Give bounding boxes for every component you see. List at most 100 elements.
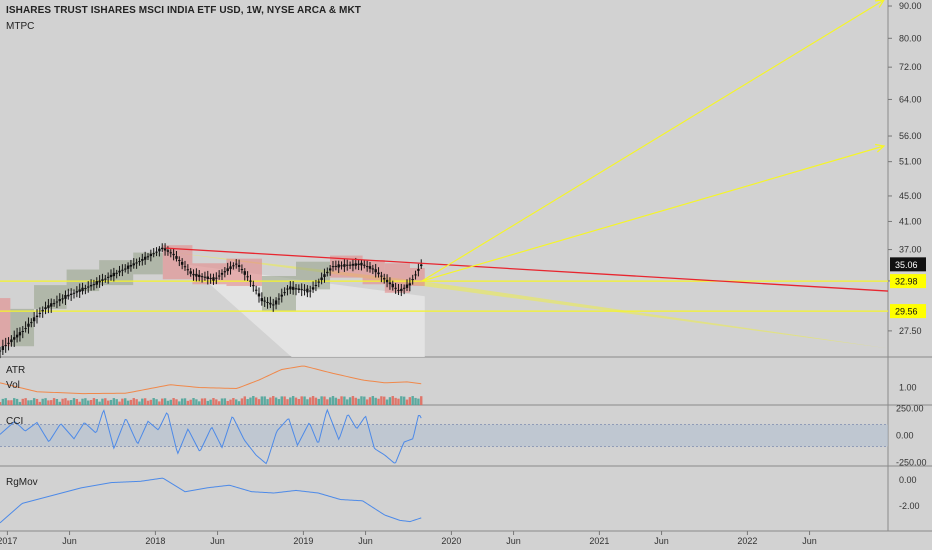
volume-bar bbox=[141, 398, 144, 405]
volume-bar bbox=[360, 396, 363, 405]
volume-bar bbox=[283, 396, 286, 405]
volume-bar bbox=[32, 398, 36, 405]
volume-bar bbox=[235, 399, 238, 405]
candle-body bbox=[297, 288, 301, 290]
candle-body bbox=[289, 286, 292, 290]
candle-body bbox=[24, 328, 27, 330]
candle-body bbox=[4, 345, 7, 347]
candle-body bbox=[240, 269, 244, 271]
projection-fan-area bbox=[173, 252, 888, 349]
candle-body bbox=[18, 332, 22, 336]
candle-body bbox=[309, 290, 312, 292]
range-box-5 bbox=[133, 252, 163, 275]
volume-bar bbox=[252, 396, 255, 405]
candle-body bbox=[354, 263, 357, 266]
rgmov-label: RgMov bbox=[6, 477, 38, 488]
candle-body bbox=[7, 342, 10, 344]
candle-body bbox=[314, 284, 318, 286]
candle-body bbox=[141, 259, 144, 261]
candle-body bbox=[175, 256, 178, 259]
atr-line bbox=[0, 365, 422, 395]
volume-bar bbox=[44, 398, 47, 405]
volume-bar bbox=[368, 397, 372, 405]
y-tick-label: 51.00 bbox=[899, 157, 922, 167]
candle-body bbox=[414, 274, 417, 276]
volume-bar bbox=[280, 396, 283, 405]
volume-bar bbox=[206, 400, 209, 405]
candle-body bbox=[195, 273, 198, 277]
candle-body bbox=[104, 278, 107, 280]
y-tick-label: 56.00 bbox=[899, 131, 922, 141]
volume-bar bbox=[118, 401, 121, 405]
x-tick-label: 2022 bbox=[737, 536, 757, 546]
volume-bar bbox=[217, 401, 221, 405]
candle-body bbox=[50, 303, 53, 307]
volume-bar bbox=[30, 400, 33, 405]
volume-bar bbox=[55, 398, 59, 405]
candle-body bbox=[124, 268, 127, 270]
x-tick-label: Jun bbox=[62, 536, 77, 546]
candle-body bbox=[337, 264, 340, 268]
volume-bar bbox=[178, 401, 181, 405]
candle-body bbox=[252, 285, 255, 287]
candle-body bbox=[394, 287, 397, 289]
projection-arrow-0 bbox=[421, 0, 885, 282]
candle-body bbox=[35, 315, 39, 318]
volume-bar bbox=[27, 400, 30, 405]
level-price-label-2-bg bbox=[890, 304, 926, 319]
volume-bar bbox=[289, 397, 292, 405]
candle-body bbox=[343, 264, 346, 267]
candle-body bbox=[81, 287, 84, 292]
volume-bar bbox=[388, 397, 392, 405]
range-box-0 bbox=[0, 298, 11, 347]
volume-bar bbox=[175, 399, 178, 405]
volume-bar bbox=[223, 398, 227, 405]
cci-label: CCI bbox=[6, 416, 23, 427]
rgmov-tick-label: -2.00 bbox=[899, 501, 920, 511]
candle-body bbox=[420, 264, 423, 267]
candle-body bbox=[417, 269, 420, 271]
candle-body bbox=[226, 268, 229, 272]
candle-body bbox=[178, 260, 181, 262]
range-box-13 bbox=[384, 263, 410, 293]
atr-tick-label: 1.00 bbox=[899, 383, 917, 393]
cci-tick-label: -250.00 bbox=[896, 458, 927, 468]
candle-body bbox=[383, 278, 386, 280]
y-tick-label: 27.50 bbox=[899, 326, 922, 336]
x-tick-label: Jun bbox=[802, 536, 817, 546]
candle-body bbox=[260, 298, 264, 302]
volume-bar bbox=[112, 398, 116, 405]
candle-body bbox=[220, 272, 224, 275]
candle-body bbox=[246, 276, 249, 278]
volume-bar bbox=[314, 397, 318, 405]
candle-body bbox=[78, 289, 81, 292]
volume-bar bbox=[183, 398, 187, 405]
volume-bar bbox=[326, 399, 329, 405]
volume-bar bbox=[75, 399, 79, 405]
candle-body bbox=[21, 331, 24, 333]
volume-bar bbox=[343, 396, 346, 405]
candle-body bbox=[368, 266, 372, 269]
volume-bar bbox=[52, 398, 56, 405]
candle-body bbox=[10, 339, 13, 343]
volume-bar bbox=[1, 398, 5, 405]
volume-bar bbox=[186, 400, 190, 405]
range-box-11 bbox=[330, 255, 363, 278]
candle-body bbox=[109, 274, 113, 278]
volume-bar bbox=[132, 398, 135, 405]
candle-body bbox=[405, 284, 409, 288]
candle-body bbox=[291, 286, 295, 290]
x-tick-label: Jun bbox=[654, 536, 669, 546]
volume-bar bbox=[189, 399, 192, 405]
candle-body bbox=[166, 250, 170, 252]
candle-body bbox=[328, 268, 332, 271]
candle-body bbox=[121, 269, 124, 271]
chart-title: ISHARES TRUST ISHARES MSCI INDIA ETF USD… bbox=[6, 5, 362, 16]
volume-bar bbox=[266, 399, 269, 405]
volume-bar bbox=[18, 401, 22, 405]
level-price-label-1-bg bbox=[890, 274, 926, 289]
volume-bar bbox=[161, 398, 164, 405]
volume-bar bbox=[323, 396, 326, 405]
volume-bar bbox=[303, 396, 306, 405]
